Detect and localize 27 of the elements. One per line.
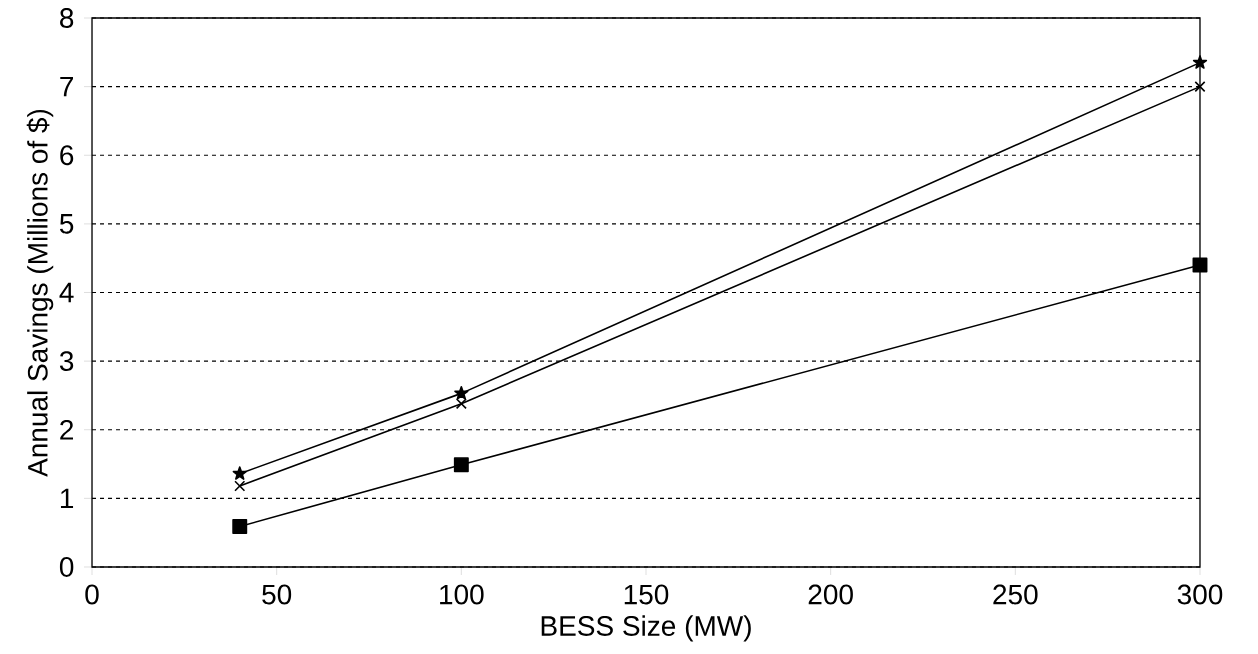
point: [454, 385, 469, 400]
x-tick-label: 300: [1177, 584, 1223, 605]
x-tick-label: 0: [85, 584, 99, 605]
y-tick-label: 6: [60, 145, 74, 166]
x-tick-label: 50: [262, 584, 292, 605]
y-tick-label: 2: [60, 419, 73, 440]
y-tick-label: 3: [59, 351, 74, 372]
point: [1192, 257, 1208, 273]
point: [455, 398, 467, 410]
x-tick-label: 150: [624, 584, 669, 605]
point: [1192, 55, 1208, 69]
y-axis-title: Annual Savings (Millions of $): [26, 109, 54, 477]
y-tick-label: 8: [60, 8, 74, 28]
y-tick-label: 4: [59, 282, 74, 303]
x-axis-title: BESS Size (MW): [541, 615, 751, 642]
y-tick-label: 0: [59, 557, 74, 577]
y-tick-label: 1: [60, 488, 74, 508]
x-tick-label: 250: [993, 584, 1038, 605]
point: [232, 519, 248, 534]
point: [232, 466, 247, 480]
point: [234, 480, 246, 492]
x-tick-label: 200: [808, 584, 853, 605]
point: [1194, 81, 1206, 93]
point: [453, 457, 469, 473]
x-tick-label: 100: [440, 584, 484, 605]
y-tick-label: 5: [59, 214, 74, 234]
y-tick-label: 7: [60, 77, 73, 97]
